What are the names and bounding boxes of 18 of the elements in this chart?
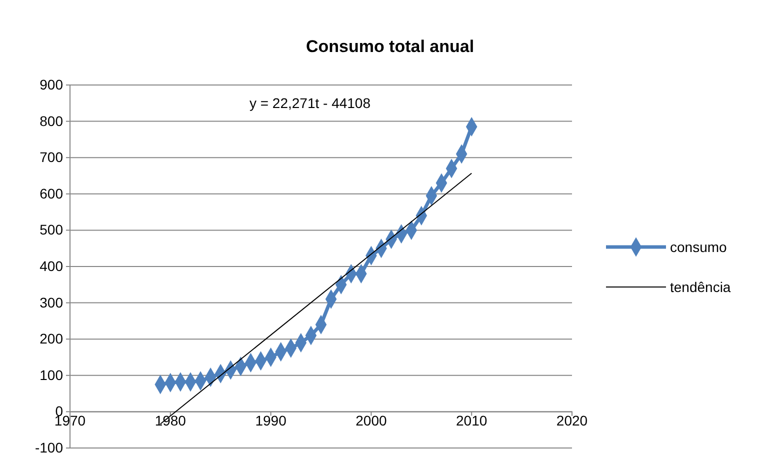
y-tick-label: 500 [40,222,64,238]
x-tick-label: 2000 [356,412,387,429]
x-tick-label: 2010 [456,412,488,429]
legend-label: tendência [670,279,731,295]
y-tick-label: 800 [40,112,64,129]
y-tick-label: 100 [40,366,64,383]
legend-label: consumo [670,239,728,255]
chart-title: Consumo total anual [306,37,474,56]
y-tick-label: 400 [40,258,64,274]
y-tick-label: -100 [34,439,64,456]
x-tick-label: 1990 [255,412,287,429]
y-tick-label: 200 [40,330,64,347]
y-tick-label: 900 [40,76,64,92]
annotation: y = 22,271t - 44108 [249,95,371,111]
y-tick-label: 600 [40,185,64,202]
x-tick-label: 2020 [556,412,588,429]
y-tick-label: 300 [40,294,64,310]
y-tick-label: 700 [40,149,64,166]
